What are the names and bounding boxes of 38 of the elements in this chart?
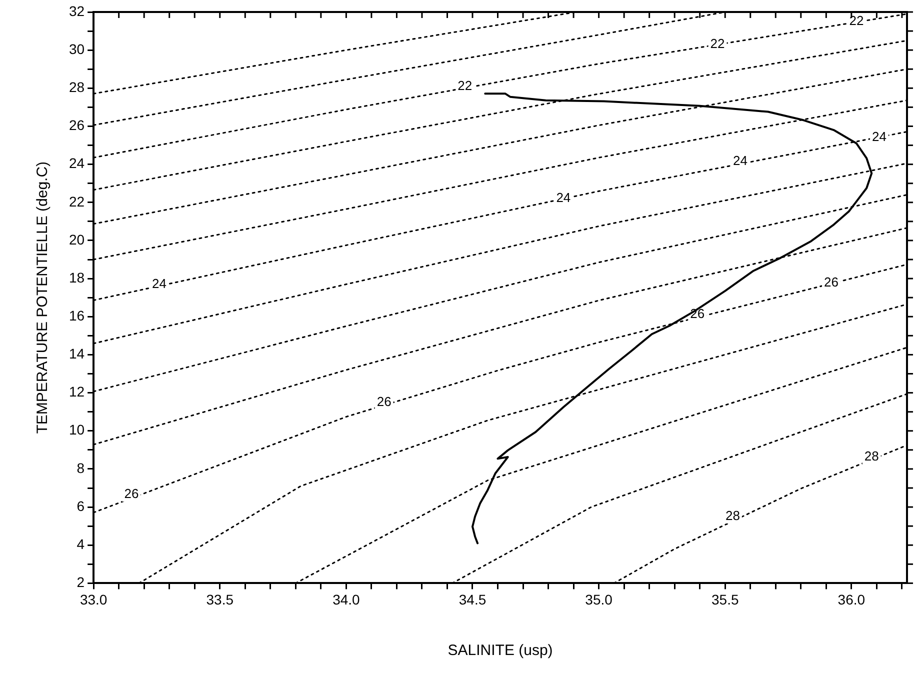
y-tick-label: 6 (76, 498, 85, 514)
y-tick-label: 4 (76, 536, 85, 552)
annotation: 28 (725, 508, 740, 524)
annotation: 26 (376, 394, 392, 409)
annotation: 24 (556, 190, 571, 206)
y-tick-label: 22 (68, 193, 85, 210)
x-tick-label: 35.5 (711, 591, 739, 608)
y-tick-label: 10 (68, 422, 85, 438)
annotation: 28 (864, 448, 879, 464)
x-tick-label: 33.5 (206, 591, 234, 608)
annotation: 24 (872, 129, 886, 144)
annotation: 22 (849, 13, 864, 28)
y-tick-label: 32 (68, 2, 85, 19)
y-tick-label: 16 (68, 308, 85, 324)
y-tick-label: 20 (68, 231, 85, 248)
y-tick-label: 26 (68, 117, 85, 134)
y-tick-label: 24 (68, 155, 85, 172)
annotation: 22 (458, 78, 472, 93)
annotation: 24 (152, 276, 166, 292)
y-tick-label: 8 (76, 460, 85, 476)
y-tick-label: 2 (76, 574, 85, 590)
x-tick-label: 35.0 (585, 591, 613, 608)
annotation: 24 (733, 152, 748, 168)
y-tick-label: 18 (68, 269, 85, 286)
x-tick-label: 34.5 (458, 591, 486, 608)
y-tick-label: 12 (68, 384, 85, 400)
annotation: 22 (710, 36, 725, 51)
x-tick-label: 33.0 (80, 591, 108, 608)
annotation: 26 (824, 274, 838, 290)
y-tick-label: 30 (68, 40, 85, 57)
y-tick-label: 14 (68, 346, 85, 362)
annotation: 26 (690, 306, 705, 322)
x-tick-label: 34.0 (332, 591, 360, 608)
x-axis-title: SALINITE (usp) (448, 642, 553, 660)
annotation: 26 (124, 486, 139, 502)
x-tick-label: 36.0 (838, 591, 866, 608)
y-tick-label: 28 (68, 79, 85, 96)
y-axis-title: TEMPERATURE POTENTIELLE (deg.C) (34, 161, 52, 434)
